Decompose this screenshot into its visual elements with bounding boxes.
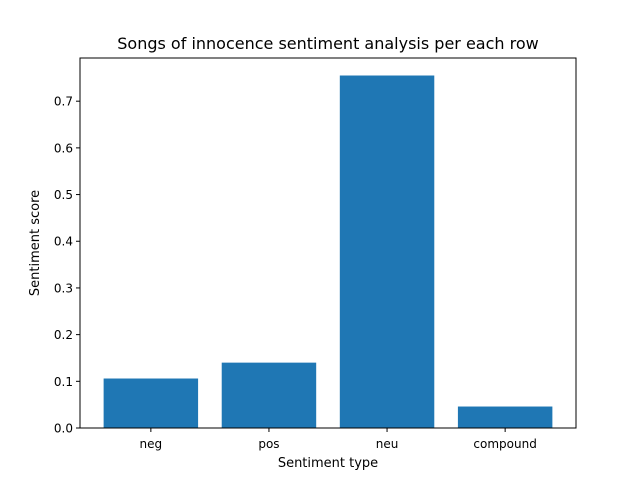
bar-compound bbox=[457, 406, 553, 428]
bar-neu bbox=[339, 75, 435, 429]
y-tick-label: 0.1 bbox=[54, 375, 73, 389]
x-axis-ticks: neg pos neu compound bbox=[140, 428, 537, 451]
y-tick-label: 0.4 bbox=[54, 235, 73, 249]
x-tick-label-compound: compound bbox=[473, 437, 536, 451]
y-axis-ticks: 0.0 0.1 0.2 0.3 0.4 0.5 0.6 0.7 bbox=[54, 95, 80, 436]
bars-layer bbox=[103, 75, 553, 429]
x-tick-label-neg: neg bbox=[140, 437, 163, 451]
x-tick-label-pos: pos bbox=[258, 437, 279, 451]
x-tick-label-neu: neu bbox=[376, 437, 399, 451]
y-tick-label: 0.6 bbox=[54, 141, 73, 155]
chart-title: Songs of innocence sentiment analysis pe… bbox=[117, 34, 538, 53]
y-tick-label: 0.0 bbox=[54, 422, 73, 436]
x-axis-label: Sentiment type bbox=[278, 456, 378, 471]
y-tick-label: 0.2 bbox=[54, 328, 73, 342]
plot-frame bbox=[79, 57, 577, 429]
y-axis-label: Sentiment score bbox=[28, 190, 43, 296]
y-tick-label: 0.7 bbox=[54, 95, 73, 109]
y-tick-label: 0.3 bbox=[54, 281, 73, 295]
y-tick-label: 0.5 bbox=[54, 188, 73, 202]
bar-neg bbox=[103, 378, 199, 428]
bar-pos bbox=[221, 362, 317, 428]
